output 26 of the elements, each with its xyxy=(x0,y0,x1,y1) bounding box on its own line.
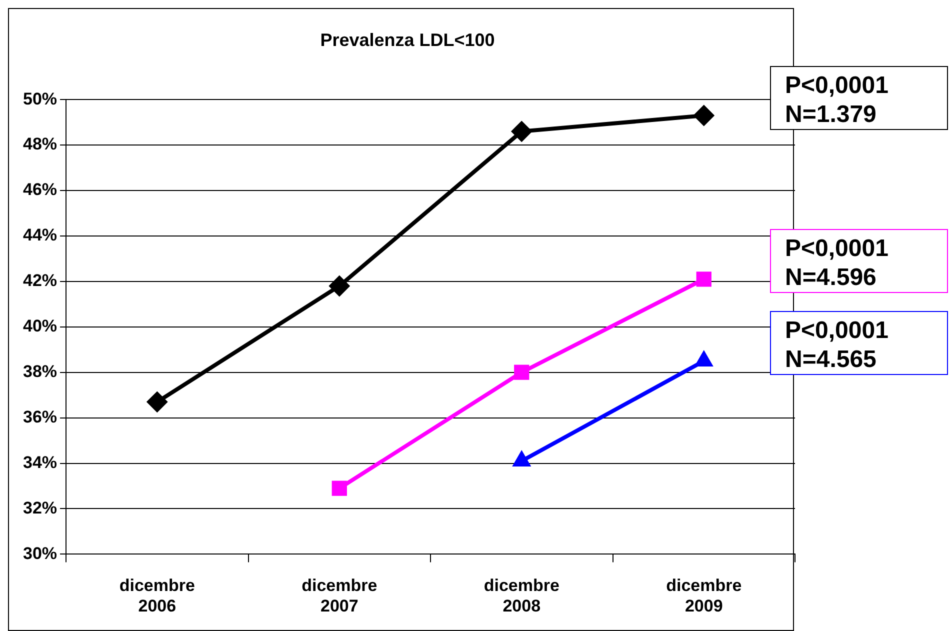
y-tick-label: 30% xyxy=(22,544,58,563)
point xyxy=(146,391,168,412)
y-tick-label: 50% xyxy=(22,89,58,108)
y-tick-label: 42% xyxy=(22,271,58,290)
point xyxy=(514,364,530,380)
y-tick-label: 48% xyxy=(22,134,58,154)
y-tick-label: 46% xyxy=(22,180,58,200)
y-tick-label: 44% xyxy=(22,226,58,245)
y-tick-label: 32% xyxy=(22,498,58,518)
annotation: P<0,0001 N=1.379 xyxy=(770,66,948,130)
annotation: P<0,0001 N=4.596 xyxy=(770,229,948,294)
y-tick-label: 38% xyxy=(22,362,58,382)
x-tick-label: dicembre 2009 xyxy=(666,576,742,616)
x-tick-label: dicembre 2007 xyxy=(302,576,378,616)
chart-title: Prevalenza LDL<100 xyxy=(320,30,495,50)
y-tick-label: 40% xyxy=(22,316,58,336)
annotation: P<0,0001 N=4.565 xyxy=(770,310,948,375)
x-tick-label: dicembre 2006 xyxy=(119,576,195,616)
point xyxy=(332,480,347,496)
x-tick-label: dicembre 2008 xyxy=(484,576,560,616)
point xyxy=(511,120,532,142)
point xyxy=(693,105,714,126)
point xyxy=(696,272,712,287)
y-tick-label: 36% xyxy=(22,408,58,427)
point xyxy=(328,275,350,296)
y-tick-label: 34% xyxy=(22,452,58,472)
